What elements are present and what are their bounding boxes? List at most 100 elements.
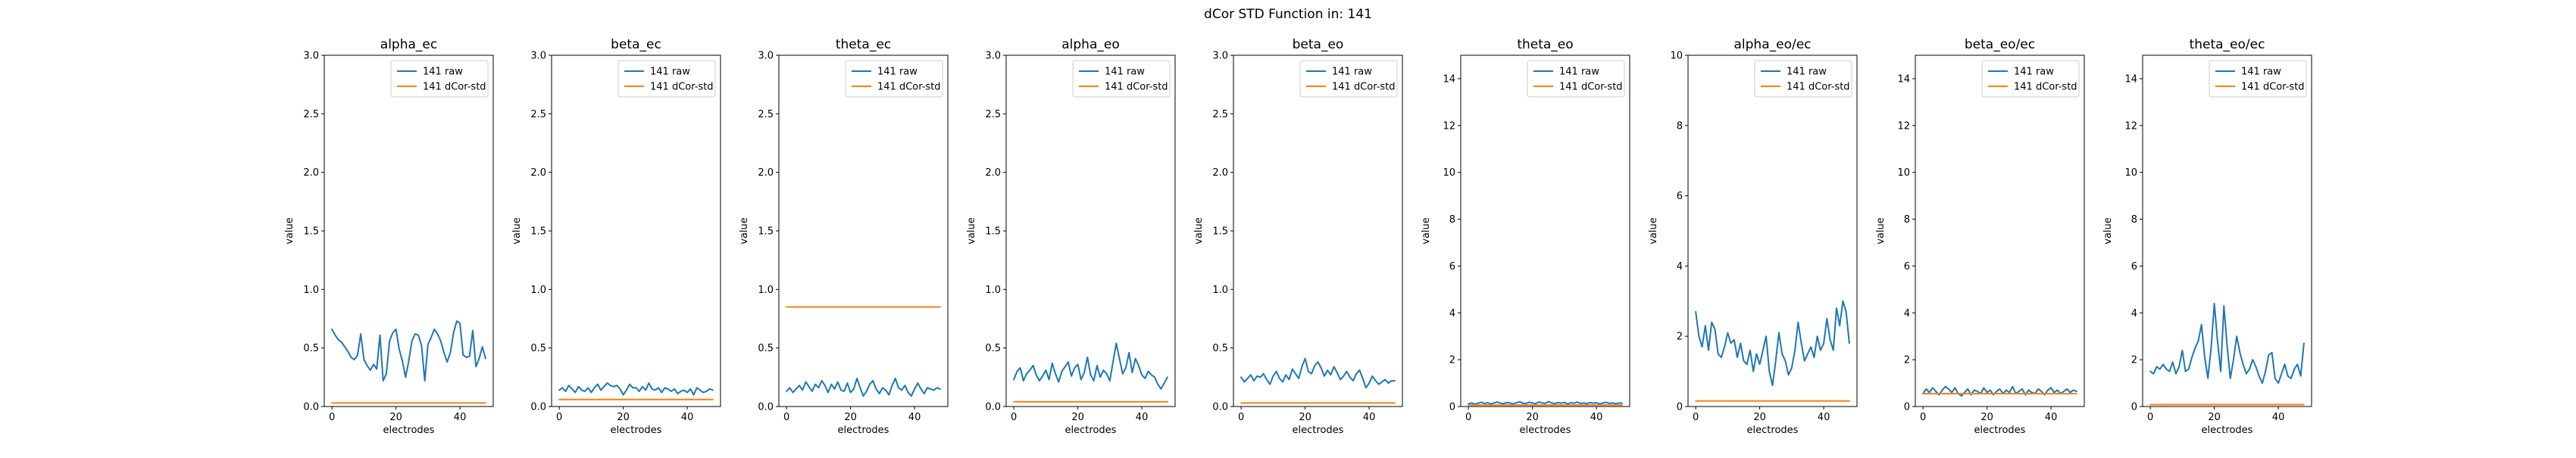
y-tick-label: 3.0 bbox=[303, 51, 319, 62]
x-tick-label: 40 bbox=[908, 412, 921, 423]
x-tick-label: 0 bbox=[1011, 412, 1017, 423]
y-tick-label: 2.5 bbox=[985, 109, 1001, 120]
y-tick-label: 2.0 bbox=[758, 167, 774, 179]
subplot-2: beta_ec 0.0 0.5 1.0 1.5 2.0 2.5 3.0 0 20 40 electro… bbox=[511, 37, 721, 436]
y-tick-label: 12 bbox=[1443, 120, 1455, 132]
y-tick-label: 4 bbox=[1677, 261, 1683, 273]
axes-frame bbox=[1915, 55, 2085, 407]
figure-suptitle: dCor STD Function in: 141 bbox=[1204, 7, 1372, 22]
y-axis-label: value bbox=[1648, 217, 1659, 245]
subplot-8: beta_eo/ec 0 2 4 6 8 10 12 14 0 20 40 electrodes valu… bbox=[1875, 37, 2085, 436]
subplot-title: theta_eo bbox=[1517, 37, 1573, 52]
subplot-title: alpha_eo/ec bbox=[1733, 37, 1811, 52]
plot-area bbox=[779, 55, 948, 407]
x-tick-label: 0 bbox=[2147, 412, 2153, 423]
subplot-title: theta_ec bbox=[836, 37, 891, 52]
legend-label-raw: 141 raw bbox=[2241, 67, 2281, 78]
x-tick-label: 40 bbox=[681, 412, 694, 423]
subplot-5: beta_eo 0.0 0.5 1.0 1.5 2.0 2.5 3.0 0 20 40 electro… bbox=[1193, 37, 1403, 436]
x-axis-label: electrodes bbox=[611, 425, 662, 436]
y-tick-label: 1.0 bbox=[985, 285, 1001, 296]
x-tick-label: 0 bbox=[1920, 412, 1926, 423]
y-tick-label: 1.0 bbox=[1212, 285, 1228, 296]
series-line-raw bbox=[1468, 400, 1623, 405]
legend-box bbox=[1072, 60, 1171, 98]
plot-area bbox=[552, 55, 721, 407]
legend: 141 raw 141 dCor-std bbox=[845, 60, 943, 98]
x-axis-label: electrodes bbox=[838, 425, 889, 436]
legend-box bbox=[845, 60, 943, 98]
y-tick-label: 1.5 bbox=[303, 226, 319, 238]
legend: 141 raw 141 dCor-std bbox=[1754, 60, 1852, 98]
x-tick-label: 0 bbox=[783, 412, 789, 423]
x-tick-label: 20 bbox=[2208, 412, 2221, 423]
series-line-raw bbox=[2149, 302, 2305, 385]
x-tick-label: 0 bbox=[329, 412, 335, 423]
y-tick-label: 8 bbox=[1449, 214, 1455, 226]
y-tick-label: 8 bbox=[1904, 214, 1910, 226]
y-tick-label: 6 bbox=[2131, 261, 2137, 273]
y-axis-label: value bbox=[1875, 217, 1887, 245]
axes-frame bbox=[551, 55, 721, 407]
series-line-raw bbox=[1922, 385, 2077, 397]
legend: 141 raw 141 dCor-std bbox=[390, 60, 489, 98]
y-tick-label: 2 bbox=[1677, 332, 1683, 343]
y-tick-label: 0 bbox=[1677, 402, 1683, 413]
x-tick-label: 0 bbox=[556, 412, 562, 423]
y-axis-label: value bbox=[284, 217, 295, 245]
x-tick-label: 0 bbox=[1465, 412, 1471, 423]
y-axis-label: value bbox=[739, 217, 750, 245]
legend-label-raw: 141 raw bbox=[1332, 67, 1372, 78]
series-line-raw bbox=[1240, 357, 1396, 389]
y-tick-label: 3.0 bbox=[530, 51, 546, 62]
legend-label-dcor-std: 141 dCor-std bbox=[423, 82, 486, 93]
subplot-title: beta_ec bbox=[611, 37, 661, 52]
axes-frame bbox=[1233, 55, 1403, 407]
legend-box bbox=[390, 60, 489, 98]
y-tick-label: 1.5 bbox=[758, 226, 774, 238]
x-tick-label: 0 bbox=[1238, 412, 1244, 423]
x-tick-label: 20 bbox=[1980, 412, 1993, 423]
legend: 141 raw 141 dCor-std bbox=[2209, 60, 2307, 98]
y-tick-label: 0.5 bbox=[303, 343, 319, 354]
y-tick-label: 10 bbox=[1443, 167, 1455, 179]
subplot-4: alpha_eo 0.0 0.5 1.0 1.5 2.0 2.5 3.0 0 20 40 electr… bbox=[966, 37, 1176, 436]
y-tick-label: 12 bbox=[1897, 120, 1910, 132]
y-tick-label: 4 bbox=[2131, 308, 2137, 319]
legend-box bbox=[617, 60, 716, 98]
x-axis-label: electrodes bbox=[1065, 425, 1117, 436]
y-tick-label: 1.0 bbox=[758, 285, 774, 296]
y-tick-label: 3.0 bbox=[1212, 51, 1228, 62]
y-tick-label: 10 bbox=[2124, 167, 2137, 179]
y-tick-label: 12 bbox=[2124, 120, 2137, 132]
y-tick-label: 1.5 bbox=[530, 226, 546, 238]
y-tick-label: 3.0 bbox=[985, 51, 1001, 62]
x-tick-label: 0 bbox=[1693, 412, 1699, 423]
x-axis-label: electrodes bbox=[1747, 425, 1799, 436]
x-tick-label: 40 bbox=[2272, 412, 2285, 423]
series-line-raw bbox=[1695, 300, 1850, 387]
y-tick-label: 0 bbox=[1904, 402, 1910, 413]
x-axis-label: electrodes bbox=[1520, 425, 1571, 436]
y-tick-label: 4 bbox=[1449, 308, 1455, 319]
legend-label-dcor-std: 141 dCor-std bbox=[2241, 82, 2305, 93]
y-tick-label: 0.5 bbox=[985, 343, 1001, 354]
series-line-raw bbox=[558, 382, 714, 396]
y-tick-label: 0.0 bbox=[758, 402, 774, 413]
legend-label-raw: 141 raw bbox=[877, 67, 918, 78]
y-tick-label: 1.5 bbox=[985, 226, 1001, 238]
y-tick-label: 6 bbox=[1449, 261, 1455, 273]
plot-area bbox=[324, 55, 493, 407]
y-tick-label: 0 bbox=[1449, 402, 1455, 413]
subplot-7: alpha_eo/ec 0 2 4 6 8 10 0 20 40 electrodes value 14… bbox=[1648, 37, 1858, 436]
subplot-6: theta_eo 0 2 4 6 8 10 12 14 0 20 40 electrodes value 1… bbox=[1421, 37, 1630, 436]
x-tick-label: 20 bbox=[1526, 412, 1539, 423]
y-tick-label: 8 bbox=[1677, 120, 1683, 132]
y-tick-label: 1.0 bbox=[530, 285, 546, 296]
plot-area bbox=[1688, 55, 1857, 407]
y-tick-label: 2.0 bbox=[1212, 167, 1228, 179]
x-tick-label: 40 bbox=[1363, 412, 1376, 423]
y-tick-label: 2 bbox=[1449, 355, 1455, 366]
axes-frame bbox=[1460, 55, 1630, 407]
x-tick-label: 20 bbox=[389, 412, 402, 423]
